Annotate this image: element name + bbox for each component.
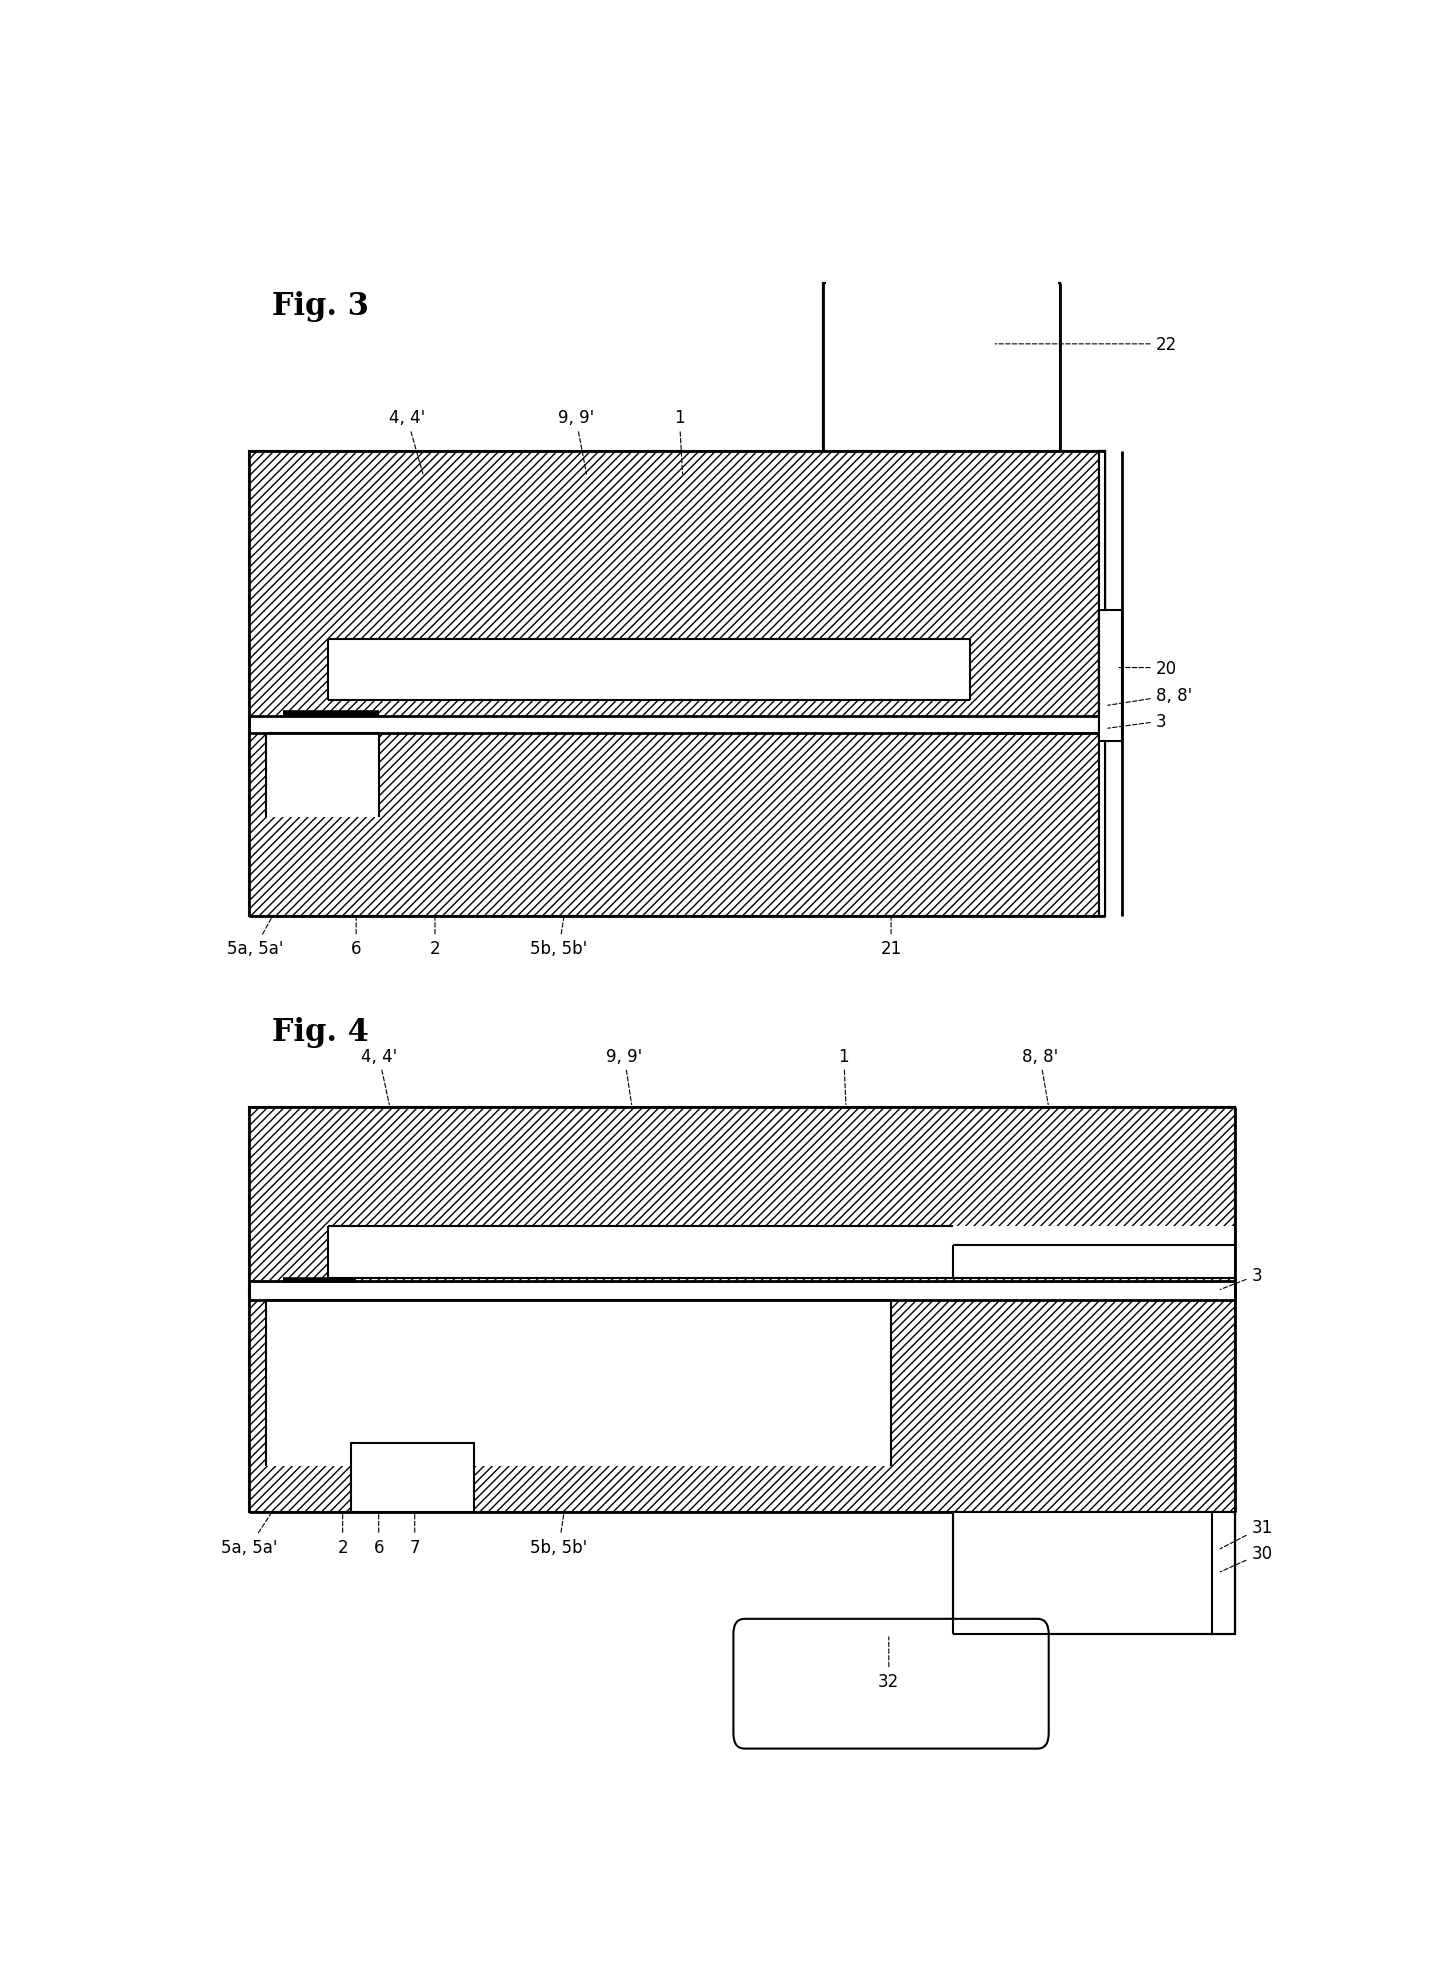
Text: 2: 2 bbox=[430, 918, 440, 957]
Bar bbox=[824, 283, 851, 452]
Bar bbox=[1212, 1512, 1235, 1635]
Bar bbox=[1100, 452, 1104, 717]
Text: 3: 3 bbox=[1221, 1266, 1263, 1290]
Text: 20: 20 bbox=[1119, 660, 1177, 678]
Text: 7: 7 bbox=[410, 1512, 420, 1556]
Bar bbox=[250, 1282, 1235, 1300]
Bar bbox=[1032, 283, 1061, 452]
Text: 1: 1 bbox=[674, 408, 684, 474]
Bar bbox=[266, 1300, 891, 1467]
Bar bbox=[824, 283, 1061, 452]
Text: 30: 30 bbox=[1221, 1544, 1273, 1572]
Bar bbox=[1100, 452, 1104, 717]
FancyBboxPatch shape bbox=[734, 1619, 1049, 1748]
Text: 8, 8': 8, 8' bbox=[1107, 686, 1191, 706]
Bar bbox=[250, 725, 1104, 918]
Text: 31: 31 bbox=[1221, 1518, 1273, 1550]
Bar bbox=[1100, 452, 1104, 918]
Text: 22: 22 bbox=[995, 335, 1177, 353]
Text: 5a, 5a': 5a, 5a' bbox=[221, 1512, 278, 1556]
Text: 4, 4': 4, 4' bbox=[389, 408, 424, 476]
Bar bbox=[953, 1512, 1235, 1635]
Text: 5a, 5a': 5a, 5a' bbox=[227, 916, 283, 957]
Text: 32: 32 bbox=[878, 1637, 899, 1691]
Text: 4, 4': 4, 4' bbox=[360, 1046, 397, 1106]
Text: 5b, 5b': 5b, 5b' bbox=[530, 1512, 587, 1556]
Text: 2: 2 bbox=[337, 1512, 347, 1556]
Bar bbox=[266, 733, 379, 819]
Bar bbox=[1100, 452, 1104, 719]
Bar bbox=[250, 452, 1104, 719]
Text: 5b, 5b': 5b, 5b' bbox=[530, 916, 587, 957]
Bar bbox=[1100, 610, 1122, 741]
Text: 6: 6 bbox=[352, 918, 362, 957]
Text: 1: 1 bbox=[838, 1046, 849, 1106]
Text: Fig. 4: Fig. 4 bbox=[272, 1017, 369, 1046]
Bar bbox=[250, 1290, 1235, 1512]
Text: 3: 3 bbox=[1107, 714, 1167, 731]
Bar bbox=[1098, 735, 1106, 916]
Text: 9, 9': 9, 9' bbox=[606, 1046, 642, 1106]
Text: 21: 21 bbox=[881, 918, 902, 957]
Text: 6: 6 bbox=[373, 1512, 384, 1556]
Bar bbox=[250, 717, 1104, 733]
Bar bbox=[328, 640, 971, 700]
Bar bbox=[250, 1108, 1235, 1290]
Text: 9, 9': 9, 9' bbox=[558, 408, 594, 476]
Bar bbox=[350, 1443, 474, 1512]
Bar bbox=[328, 1227, 1235, 1278]
Text: 8, 8': 8, 8' bbox=[1021, 1046, 1058, 1106]
Bar bbox=[825, 275, 1058, 287]
Text: Fig. 3: Fig. 3 bbox=[272, 291, 369, 323]
